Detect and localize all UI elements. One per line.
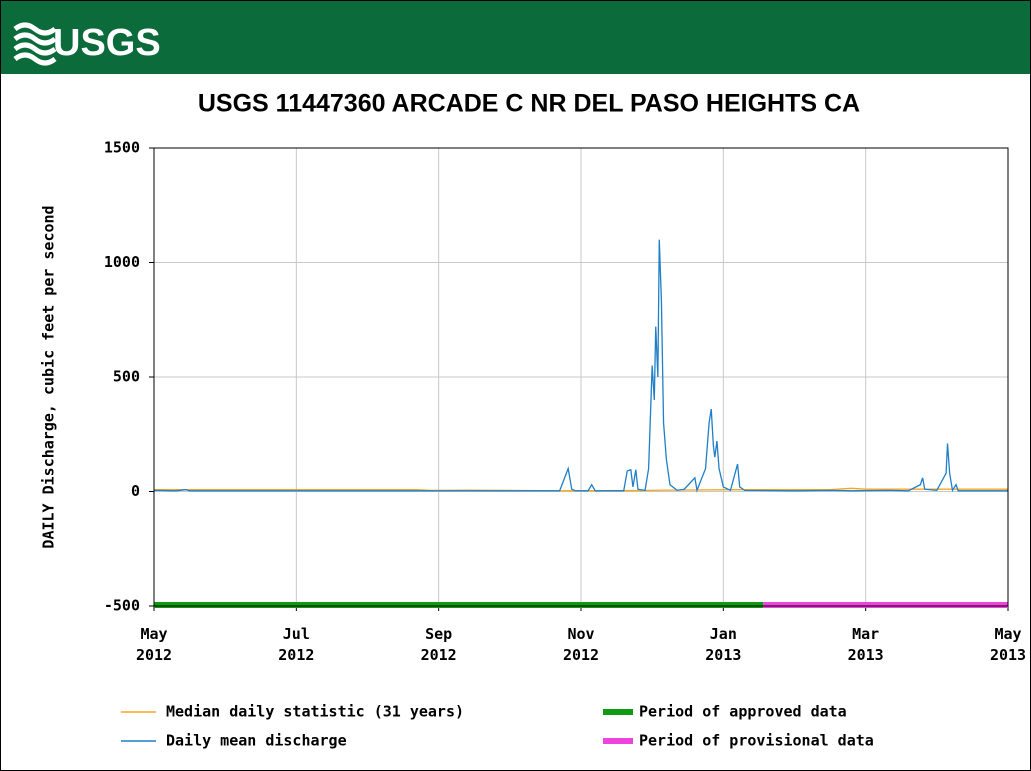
x-tick-label: Sep 2012 <box>420 625 457 664</box>
legend-label: Period of provisional data <box>639 732 874 750</box>
plot-border <box>153 147 1009 607</box>
logo: USGS <box>13 22 161 66</box>
y-tick-label: 0 <box>131 482 140 500</box>
y-tick-label: 1000 <box>104 253 140 271</box>
y-tick-label: 500 <box>113 368 140 386</box>
y-tick-label: 1500 <box>104 139 140 157</box>
header-bar <box>1 1 1030 74</box>
legend-label: Period of approved data <box>639 703 847 721</box>
data-line <box>153 239 1008 493</box>
legend-label: Median daily statistic (31 years) <box>166 703 464 721</box>
logo-text: USGS <box>53 22 161 64</box>
x-tick-label: Jul 2012 <box>278 625 315 664</box>
legend-label: Daily mean discharge <box>166 732 347 750</box>
chart-title: USGS 11447360 ARCADE C NR DEL PASO HEIGH… <box>198 90 860 118</box>
x-tick-label: Nov 2012 <box>562 625 600 664</box>
x-tick-label: Jan 2013 <box>705 625 742 664</box>
y-tick-label: -500 <box>104 597 140 615</box>
x-tick-label: May 2012 <box>135 625 173 664</box>
y-axis-label: DAILY Discharge, cubic feet per second <box>40 205 58 548</box>
x-tick-label: May 2013 <box>989 625 1027 664</box>
x-tick-label: Mar 2013 <box>847 625 884 664</box>
